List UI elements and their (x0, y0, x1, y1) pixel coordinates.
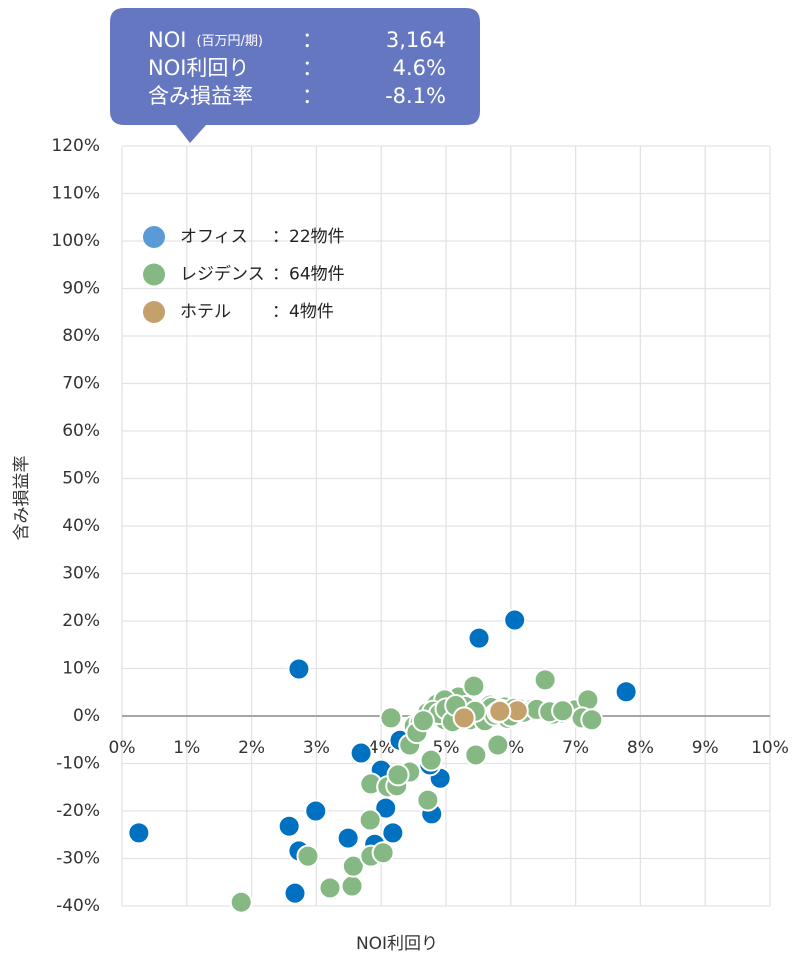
y-tick-label: 0% (73, 706, 100, 726)
point (462, 674, 486, 698)
y-tick-label: 70% (62, 374, 100, 394)
point (379, 706, 403, 730)
point (486, 733, 510, 757)
x-axis-title: NOI利回り (356, 934, 438, 954)
y-tick-label: 90% (62, 279, 100, 299)
legend-label: オフィス (180, 227, 248, 247)
y-axis-title: 含み損益率 (12, 456, 32, 541)
tooltip-label-text: 含み損益率 (148, 84, 253, 108)
tooltip-label-text: NOI利回り (148, 56, 249, 80)
point (503, 608, 527, 632)
legend-marker (143, 301, 165, 323)
point (419, 748, 443, 772)
x-tick-label: 0% (109, 738, 136, 758)
x-tick-label: 1% (173, 738, 200, 758)
x-tick-label: 7% (562, 738, 589, 758)
point (533, 668, 557, 692)
tooltip-label: NOI (百万円/期) (148, 28, 263, 52)
x-tick-label: 2% (238, 738, 265, 758)
point (277, 814, 301, 838)
tooltip-value: 3,164 (386, 28, 446, 52)
point (340, 874, 364, 898)
tooltip-value: -8.1% (385, 84, 446, 108)
tooltip: NOI (百万円/期) ： 3,164 NOI利回り ： 4.6% 含み損益率 ： -8.1% (110, 8, 480, 143)
point (283, 881, 307, 905)
legend-marker (143, 263, 165, 286)
point (358, 808, 382, 832)
y-tick-label: -10% (56, 754, 100, 774)
tooltip-sep: ： (302, 84, 323, 108)
point (580, 708, 604, 732)
x-tick-label: 9% (692, 738, 719, 758)
point (229, 890, 253, 914)
y-tick-label: -20% (56, 801, 100, 821)
x-tick-label: 10% (751, 738, 789, 758)
tooltip-label: NOI利回り (148, 56, 249, 80)
legend-count: ：64物件 (272, 265, 345, 285)
x-tick-label: 4% (368, 738, 395, 758)
point (381, 821, 405, 845)
tooltip-label-text: NOI (148, 28, 186, 52)
grid (121, 145, 771, 907)
point (386, 763, 410, 787)
point (371, 841, 395, 865)
x-tick-label: 3% (303, 738, 330, 758)
y-tick-label: 30% (62, 564, 100, 584)
point (488, 699, 512, 723)
y-tick-label: 100% (51, 231, 100, 251)
point (551, 699, 575, 723)
point (341, 854, 365, 878)
x-tick-label: 8% (627, 738, 654, 758)
tooltip-value: 4.6% (393, 56, 446, 80)
y-tick-label: 110% (51, 184, 100, 204)
tooltip-sep: ： (302, 28, 323, 52)
point (411, 709, 435, 733)
point (467, 626, 491, 650)
point (416, 788, 440, 812)
y-tick-label: 40% (62, 516, 100, 536)
legend-count: ：4物件 (272, 302, 334, 322)
legend-label: ホテル (180, 302, 231, 322)
legend-label: レジデンス (180, 264, 265, 285)
point (349, 741, 373, 765)
tooltip-box (110, 8, 480, 143)
point (296, 844, 320, 868)
y-tick-label: 20% (62, 611, 100, 631)
point (452, 706, 476, 730)
point (464, 743, 488, 767)
y-tick-label: -40% (56, 896, 100, 916)
tooltip-sep: ： (302, 56, 323, 80)
tooltip-label: 含み損益率 (148, 84, 253, 108)
y-tick-label: 50% (62, 469, 100, 489)
y-tick-label: -30% (56, 849, 100, 869)
point (614, 680, 638, 704)
tooltip-note: (百万円/期) (196, 34, 263, 49)
y-tick-label: 60% (62, 421, 100, 441)
point (127, 821, 151, 845)
point (318, 876, 342, 900)
y-tick-label: 10% (62, 659, 100, 679)
point (304, 799, 328, 823)
point (336, 826, 360, 850)
legend-count: ：22物件 (272, 227, 345, 247)
legend-marker (143, 226, 165, 248)
y-tick-label: 80% (62, 326, 100, 346)
y-tick-label: 120% (51, 136, 100, 156)
point (287, 657, 311, 681)
